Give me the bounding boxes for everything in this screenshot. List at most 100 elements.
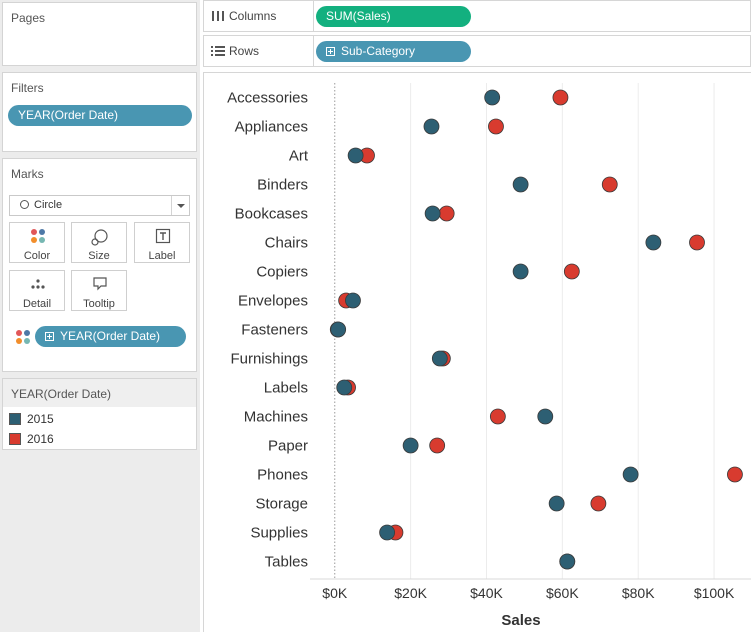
- tooltip-icon: [72, 276, 126, 296]
- data-point: [484, 89, 501, 106]
- legend-title: YEAR(Order Date): [11, 387, 112, 401]
- data-point: [622, 466, 639, 483]
- data-point: [512, 176, 529, 193]
- data-point: [559, 553, 576, 570]
- category-label: Accessories: [227, 90, 308, 107]
- columns-shelf[interactable]: Columns SUM(Sales): [203, 0, 751, 32]
- marks-card: Marks Circle Color: [2, 158, 197, 372]
- legend-label-2016: 2016: [27, 432, 54, 446]
- circle-icon: [20, 200, 29, 209]
- data-point: [512, 263, 529, 280]
- color-pill-label: YEAR(Order Date): [60, 329, 161, 343]
- color-pill-year[interactable]: YEAR(Order Date): [35, 326, 186, 347]
- data-point: [563, 263, 580, 280]
- legend-item-2015[interactable]: 2015: [9, 412, 54, 426]
- data-point: [402, 437, 419, 454]
- size-button[interactable]: Size: [71, 222, 127, 263]
- legend-header: [3, 379, 196, 407]
- x-tick-label: $100K: [694, 585, 735, 601]
- size-icon: [72, 228, 126, 248]
- x-tick-label: $20K: [394, 585, 427, 601]
- category-label: Chairs: [265, 235, 308, 252]
- columns-icon: [211, 2, 225, 21]
- label-button-label: Label: [148, 250, 176, 262]
- category-label: Binders: [257, 177, 308, 194]
- data-point: [590, 495, 607, 512]
- data-point: [330, 321, 347, 338]
- category-label: Art: [289, 148, 309, 165]
- rows-shelf-label: Rows: [204, 36, 314, 66]
- x-tick-label: $0K: [322, 585, 348, 601]
- data-point: [601, 176, 618, 193]
- legend-swatch-2016: [9, 433, 21, 445]
- expand-icon[interactable]: [45, 332, 54, 341]
- data-point: [336, 379, 353, 396]
- legend-label-2015: 2015: [27, 412, 54, 426]
- data-point: [424, 205, 441, 222]
- color-icon: [10, 228, 64, 248]
- label-button[interactable]: Label: [134, 222, 190, 263]
- pages-card[interactable]: Pages: [2, 2, 197, 66]
- label-icon: [135, 228, 189, 248]
- x-tick-label: $60K: [546, 585, 579, 601]
- detail-button[interactable]: Detail: [9, 270, 65, 311]
- data-point: [423, 118, 440, 135]
- category-label: Phones: [257, 467, 308, 484]
- left-sidebar: Pages Filters YEAR(Order Date) Marks Cir…: [0, 0, 200, 632]
- chart-view[interactable]: $0K $20K $40K $60K $80K $100K Accessories Appli…: [203, 72, 751, 632]
- chevron-down-icon[interactable]: [171, 196, 189, 215]
- color-shelf-icon: [15, 329, 31, 345]
- category-label: Bookcases: [235, 206, 308, 223]
- data-point: [552, 89, 569, 106]
- filter-pill-year[interactable]: YEAR(Order Date): [8, 105, 192, 126]
- category-label: Fasteners: [241, 322, 308, 339]
- category-label: Labels: [264, 380, 308, 397]
- columns-shelf-label: Columns: [204, 1, 314, 31]
- data-point: [345, 292, 361, 309]
- tooltip-button[interactable]: Tooltip: [71, 270, 127, 311]
- data-point: [489, 408, 506, 425]
- category-label: Furnishings: [230, 351, 308, 368]
- category-label: Supplies: [250, 525, 308, 542]
- marks-title: Marks: [11, 167, 44, 181]
- size-button-label: Size: [88, 250, 110, 262]
- columns-pill-sales[interactable]: SUM(Sales): [316, 6, 471, 27]
- color-button[interactable]: Color: [9, 222, 65, 263]
- category-label: Paper: [268, 438, 308, 455]
- columns-label-text: Columns: [229, 9, 277, 23]
- filters-card[interactable]: Filters YEAR(Order Date): [2, 72, 197, 152]
- x-tick-label: $80K: [622, 585, 655, 601]
- tooltip-button-label: Tooltip: [83, 298, 115, 310]
- legend-item-2016[interactable]: 2016: [9, 432, 54, 446]
- rows-pill-subcategory[interactable]: Sub-Category: [316, 41, 471, 62]
- data-point: [689, 234, 705, 251]
- category-label: Tables: [265, 554, 308, 571]
- mark-type-value: Circle: [34, 199, 63, 211]
- data-point: [727, 466, 743, 483]
- detail-icon: [10, 276, 64, 296]
- x-axis-title: Sales: [501, 612, 540, 629]
- rows-pill-label: Sub-Category: [341, 44, 416, 58]
- color-button-label: Color: [23, 250, 51, 262]
- mark-type-dropdown[interactable]: Circle: [9, 195, 190, 216]
- x-tick-label: $40K: [470, 585, 503, 601]
- expand-icon[interactable]: [326, 47, 335, 56]
- data-point: [431, 350, 448, 367]
- category-label: Envelopes: [238, 293, 308, 310]
- data-point: [537, 408, 554, 425]
- data-point: [438, 205, 455, 222]
- dot-plot-chart[interactable]: $0K $20K $40K $60K $80K $100K Accessories Appli…: [204, 73, 751, 632]
- category-label: Machines: [244, 409, 308, 426]
- category-label: Storage: [255, 496, 308, 513]
- detail-button-label: Detail: [22, 298, 52, 310]
- data-point: [429, 437, 446, 454]
- rows-shelf[interactable]: Rows Sub-Category: [203, 35, 751, 67]
- color-legend: YEAR(Order Date) 2015 2016: [2, 378, 197, 450]
- category-label: Appliances: [235, 119, 308, 136]
- category-label: Copiers: [256, 264, 308, 281]
- data-point: [548, 495, 565, 512]
- filters-title: Filters: [11, 81, 44, 95]
- pages-title: Pages: [11, 11, 46, 25]
- data-point: [347, 147, 364, 164]
- legend-swatch-2015: [9, 413, 21, 425]
